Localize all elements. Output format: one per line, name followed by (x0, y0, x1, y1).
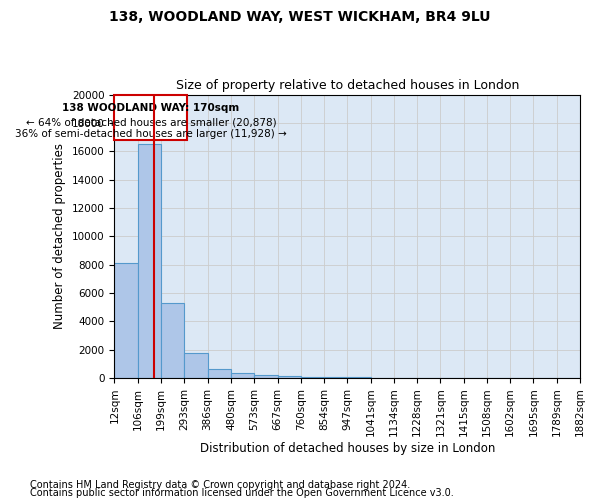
Text: 36% of semi-detached houses are larger (11,928) →: 36% of semi-detached houses are larger (… (15, 128, 287, 138)
Text: Contains HM Land Registry data © Crown copyright and database right 2024.: Contains HM Land Registry data © Crown c… (30, 480, 410, 490)
Bar (324, 377, 347, 378)
Title: Size of property relative to detached houses in London: Size of property relative to detached ho… (176, 79, 519, 92)
Bar (231, 374, 254, 378)
Bar (184, 353, 208, 378)
Bar (138, 144, 161, 378)
Text: Contains public sector information licensed under the Open Government Licence v3: Contains public sector information licen… (30, 488, 454, 498)
X-axis label: Distribution of detached houses by size in London: Distribution of detached houses by size … (200, 442, 495, 455)
Text: ← 64% of detached houses are smaller (20,878): ← 64% of detached houses are smaller (20… (26, 117, 276, 127)
Text: 138, WOODLAND WAY, WEST WICKHAM, BR4 9LU: 138, WOODLAND WAY, WEST WICKHAM, BR4 9LU (109, 10, 491, 24)
Bar (278, 376, 301, 378)
Bar (161, 303, 184, 378)
Bar (301, 377, 324, 378)
Text: 138 WOODLAND WAY: 170sqm: 138 WOODLAND WAY: 170sqm (62, 102, 239, 113)
Bar (254, 375, 278, 378)
Bar (208, 369, 231, 378)
Bar (115, 263, 138, 378)
Bar (115, 94, 187, 140)
Y-axis label: Number of detached properties: Number of detached properties (53, 144, 67, 330)
